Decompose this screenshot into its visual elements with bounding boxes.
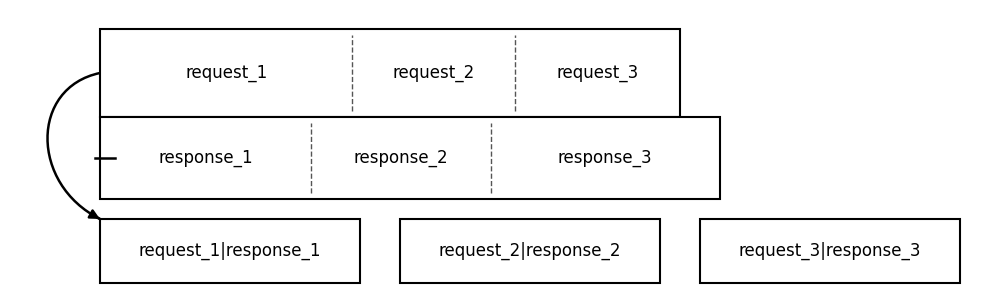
Bar [100, 117, 720, 199]
Text: request_2|response_2: request_2|response_2 [439, 242, 621, 260]
Bar [100, 219, 360, 283]
Bar [700, 219, 960, 283]
Text: request_2: request_2 [392, 64, 475, 82]
Text: response_2: response_2 [353, 149, 448, 167]
Text: response_3: response_3 [558, 149, 653, 167]
Text: response_1: response_1 [158, 149, 253, 167]
Text: request_1|response_1: request_1|response_1 [139, 242, 321, 260]
Bar [400, 219, 660, 283]
Text: request_3: request_3 [556, 64, 638, 82]
Text: request_3|response_3: request_3|response_3 [739, 242, 921, 260]
Bar [100, 29, 680, 117]
Text: request_1: request_1 [185, 64, 267, 82]
